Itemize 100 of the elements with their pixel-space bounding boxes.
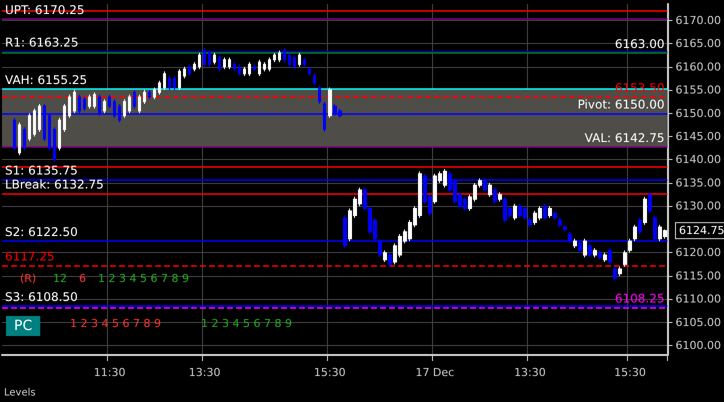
candlestick (623, 250, 627, 268)
candlestick (633, 224, 637, 242)
candlestick (563, 224, 567, 232)
candlestick (498, 192, 502, 202)
y-tick-label: 6100.00 (676, 339, 722, 352)
y-tick-label: 6140.00 (676, 153, 722, 166)
x-tick-label: 13:30 (514, 366, 546, 379)
candlestick (28, 112, 31, 142)
candlestick (38, 103, 41, 132)
candlestick (53, 126, 56, 163)
candlestick (228, 56, 231, 70)
candlestick (628, 238, 632, 254)
candlestick (223, 56, 226, 70)
x-tick-label: 13:30 (188, 366, 221, 379)
ref-line-label: Pivot: 6150.00 (578, 97, 665, 112)
candlestick (93, 92, 96, 110)
text: Levels (4, 388, 36, 398)
candlestick (23, 126, 26, 151)
y-tick-label: 6160.00 (676, 60, 722, 74)
candlestick (543, 203, 547, 221)
candlestick (128, 94, 131, 114)
candlestick (268, 56, 271, 72)
ref-line-label: 6108.25 (614, 291, 665, 306)
y-tick-label: 6145.00 (676, 130, 722, 143)
ref-line-label: S1: 6135.75 (5, 164, 78, 178)
candlestick (648, 192, 652, 214)
candlestick (168, 76, 171, 91)
candlestick (243, 66, 246, 77)
annotation: PC (14, 318, 32, 334)
candlestick (188, 64, 191, 77)
candlestick (33, 108, 36, 137)
candlestick (248, 62, 251, 77)
annotation: 1 2 3 4 5 6 7 8 9 (201, 317, 292, 330)
ref-line-label: VAL: 6142.75 (584, 130, 665, 145)
x-tick-label: 17 Dec (415, 366, 454, 379)
candlestick (58, 117, 61, 151)
candlestick (253, 64, 256, 72)
y-tick-label: 6110.00 (676, 292, 722, 306)
ref-line-label: 6163.00 (614, 36, 665, 51)
ref-line-label: S2: 6122.50 (5, 225, 78, 240)
x-tick-label: 11:30 (94, 366, 126, 379)
annotation: 1 2 3 4 5 6 7 8 9 (98, 272, 189, 285)
candlestick (68, 94, 71, 118)
x-tick-label: 15:30 (614, 366, 646, 379)
candlestick (298, 52, 301, 68)
candlestick (613, 266, 617, 282)
candlestick (573, 238, 577, 249)
ref-line-label: LBreak: 6132.75 (5, 177, 104, 192)
candlestick (158, 80, 161, 96)
candlestick (558, 217, 562, 228)
y-tick-label: 6135.00 (676, 176, 722, 190)
candlestick (263, 62, 266, 72)
candlestick (638, 217, 642, 235)
candlestick (293, 54, 296, 70)
candlestick (273, 52, 276, 63)
candlestick (153, 87, 156, 100)
candlestick (148, 90, 151, 100)
candlestick (123, 98, 126, 118)
candlestick (583, 238, 587, 258)
candlestick (528, 217, 532, 228)
candlestick (318, 84, 321, 104)
candlestick (548, 206, 552, 218)
candlestick (218, 54, 221, 72)
candlestick (133, 90, 136, 110)
candlestick (493, 187, 497, 204)
candlestick (108, 94, 111, 110)
x-tick-label: 15:30 (314, 366, 346, 379)
annotation: 1 2 3 4 5 6 7 8 9 (70, 317, 161, 330)
candlestick (178, 68, 181, 91)
candlestick (598, 250, 602, 260)
candlestick (18, 122, 21, 156)
y-tick-label: 6130.00 (676, 200, 722, 213)
candlestick (488, 182, 492, 198)
candlestick (238, 64, 241, 77)
y-tick-label: 6115.00 (676, 269, 722, 282)
candlestick (193, 62, 196, 72)
candlestick (198, 52, 201, 70)
candlestick (593, 248, 597, 258)
candlestick (173, 76, 176, 91)
candlestick (388, 252, 392, 268)
y-tick-label: 6165.00 (676, 37, 722, 50)
annotation: 12 (53, 272, 67, 285)
candlestick (328, 87, 332, 118)
candlestick (303, 56, 306, 68)
candlestick (643, 196, 647, 226)
candlestick (13, 117, 16, 151)
y-tick-label: 6150.00 (676, 106, 722, 120)
candlestick (383, 250, 387, 263)
text: 6124.75 (679, 224, 724, 238)
candlestick (513, 203, 517, 221)
candlestick (313, 73, 316, 86)
candlestick (103, 98, 106, 114)
annotation: 6 (79, 272, 86, 285)
y-tick-label: 6155.00 (676, 84, 722, 97)
candlestick (278, 50, 281, 63)
y-tick-label: 6105.00 (676, 316, 722, 329)
candlestick (88, 94, 91, 110)
ref-line-label: VAH: 6155.25 (5, 72, 88, 87)
ref-line-label: S3: 6108.50 (5, 290, 78, 304)
candlestick (233, 62, 236, 72)
